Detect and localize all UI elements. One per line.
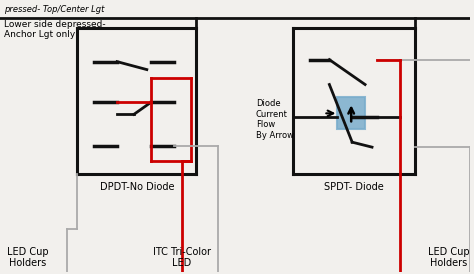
Text: DPDT-No Diode: DPDT-No Diode [100,182,174,192]
Bar [337,98,365,129]
Text: Lower side depressed-
Anchor Lgt only: Lower side depressed- Anchor Lgt only [4,20,106,39]
Text: LED Cup
Holders: LED Cup Holders [7,247,49,268]
Text: LED Cup
Holders: LED Cup Holders [428,247,469,268]
Text: pressed- Top/Center Lgt: pressed- Top/Center Lgt [4,5,104,14]
Text: SPDT- Diode: SPDT- Diode [324,182,383,192]
Text: Diode
Current
Flow
By Arrow: Diode Current Flow By Arrow [256,99,294,140]
Text: ITC Tri-Color
LED: ITC Tri-Color LED [153,247,210,268]
